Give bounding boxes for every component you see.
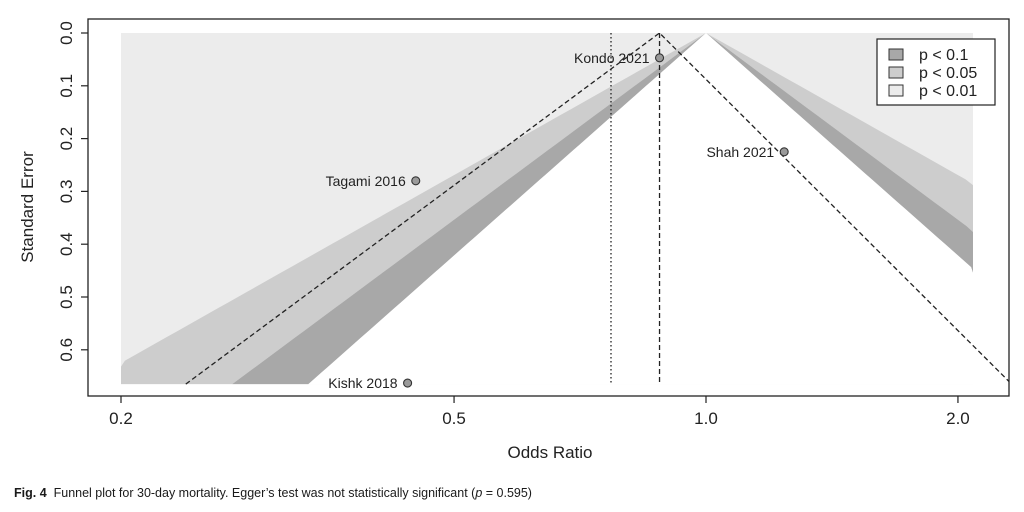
pseudo-ci-funnel: [185, 32, 1010, 385]
legend-swatch: [888, 66, 904, 79]
contour-band-p01-right: [706, 33, 973, 385]
y-tick-label: 0.6: [57, 338, 76, 362]
study-point: [403, 378, 413, 388]
y-tick-label: 0.0: [57, 21, 76, 45]
y-tick-label: 0.2: [57, 127, 76, 151]
study-label: Tagami 2016: [326, 173, 406, 189]
figure-label: Fig. 4: [14, 486, 47, 500]
legend-label: p < 0.1: [919, 47, 968, 64]
x-tick-label: 0.5: [442, 409, 466, 428]
study-label: Kishk 2018: [328, 375, 397, 391]
contour-region-nonsignificant: [308, 33, 973, 385]
contour-band-p005-left: [121, 33, 706, 385]
x-tick-label: 0.2: [109, 409, 133, 428]
study-point: [779, 147, 789, 157]
caption-text-end: = 0.595): [482, 486, 532, 500]
study-label: Kondo 2021: [574, 50, 650, 66]
legend-swatch: [888, 84, 904, 97]
y-tick-label: 0.3: [57, 180, 76, 204]
plot-frame: [87, 18, 1010, 397]
study-point: [411, 176, 421, 186]
study-label: Shah 2021: [706, 144, 774, 160]
x-tick-label: 1.0: [694, 409, 718, 428]
legend-swatch: [888, 48, 904, 61]
y-tick-label: 0.1: [57, 74, 76, 98]
y-tick-label: 0.5: [57, 285, 76, 309]
funnel-plot: 0.2 0.5 1.0 2.0 0.0 0.1 0.2 0.3 0.4 0.5 0.6 Odds Ra…: [18, 18, 1010, 462]
figure-caption: Fig. 4 Funnel plot for 30-day mortality.…: [14, 486, 532, 500]
x-tick-label: 2.0: [946, 409, 970, 428]
x-axis-title: Odds Ratio: [507, 443, 592, 462]
study-point: [654, 53, 665, 63]
y-tick-label: 0.4: [57, 232, 76, 256]
caption-text: Funnel plot for 30-day mortality. Egger’…: [53, 486, 476, 500]
caption-p-symbol: p: [475, 486, 483, 500]
legend-label: p < 0.01: [919, 83, 977, 100]
legend-label: p < 0.05: [919, 65, 977, 82]
y-axis-title: Standard Error: [18, 151, 37, 263]
contour-band-p01-left: [232, 33, 706, 385]
